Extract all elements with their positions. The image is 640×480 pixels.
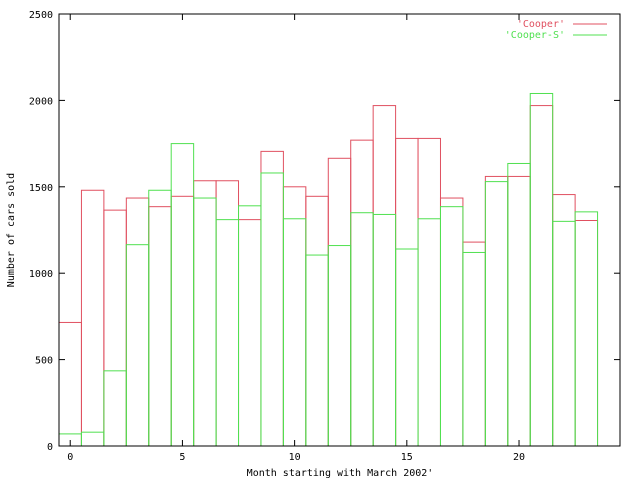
legend-label: 'Cooper-S' — [505, 30, 565, 41]
bar — [395, 248, 419, 447]
bar — [238, 205, 262, 447]
y-axis-label: Number of cars sold — [6, 173, 17, 287]
axis-ticks: 0 500 1000 1500 2000 2500 0 5 10 15 20 — [29, 10, 620, 463]
bar — [372, 105, 397, 447]
bar — [170, 143, 195, 447]
bar — [552, 194, 576, 447]
bar — [125, 244, 150, 447]
bar — [238, 219, 262, 447]
bar — [170, 195, 195, 447]
bar — [417, 137, 441, 447]
legend-label: 'Cooper' — [517, 19, 565, 30]
bar — [507, 175, 531, 447]
bar — [529, 105, 554, 447]
bar — [350, 212, 374, 447]
bar — [395, 137, 419, 447]
chart-marks — [58, 92, 599, 447]
bar — [507, 162, 531, 447]
bar — [462, 241, 486, 447]
x-tick-label: 5 — [179, 452, 185, 463]
bar — [215, 180, 240, 447]
bar — [193, 197, 217, 447]
bar — [148, 206, 172, 447]
bar — [193, 180, 217, 447]
x-tick-label: 15 — [401, 452, 413, 463]
bar — [439, 206, 464, 447]
bar — [282, 218, 307, 447]
bar — [327, 245, 352, 447]
series-1 — [58, 92, 599, 447]
y-tick-label: 1500 — [29, 183, 53, 194]
bar — [372, 213, 397, 447]
bar — [58, 321, 82, 447]
legend: 'Cooper''Cooper-S' — [505, 19, 607, 41]
x-tick-label: 10 — [289, 452, 301, 463]
bar — [552, 220, 576, 447]
bar — [103, 209, 127, 447]
bar — [103, 370, 127, 447]
bar — [439, 197, 464, 447]
bar — [125, 197, 150, 447]
bar — [529, 92, 554, 447]
bar — [80, 189, 105, 447]
bar — [462, 251, 486, 447]
bar — [484, 175, 509, 447]
bar — [305, 254, 329, 447]
bar — [260, 172, 284, 447]
bar — [148, 189, 172, 447]
bar — [574, 219, 599, 447]
bar — [484, 181, 509, 447]
x-tick-label: 20 — [513, 452, 525, 463]
x-axis-label: Month starting with March 2002' — [247, 468, 434, 479]
y-tick-label: 500 — [35, 356, 53, 367]
bar — [80, 431, 105, 447]
bar — [327, 157, 352, 447]
y-tick-label: 2500 — [29, 10, 53, 21]
x-tick-label: 0 — [67, 452, 73, 463]
bar — [574, 211, 599, 447]
y-tick-label: 1000 — [29, 269, 53, 280]
bar — [305, 195, 329, 447]
plot-frame — [58, 13, 621, 447]
bar — [417, 218, 441, 447]
bar — [260, 150, 284, 447]
bar — [215, 219, 240, 447]
y-tick-label: 2000 — [29, 96, 53, 107]
y-tick-label: 0 — [47, 442, 53, 453]
bar — [282, 186, 307, 447]
bar — [350, 139, 374, 447]
